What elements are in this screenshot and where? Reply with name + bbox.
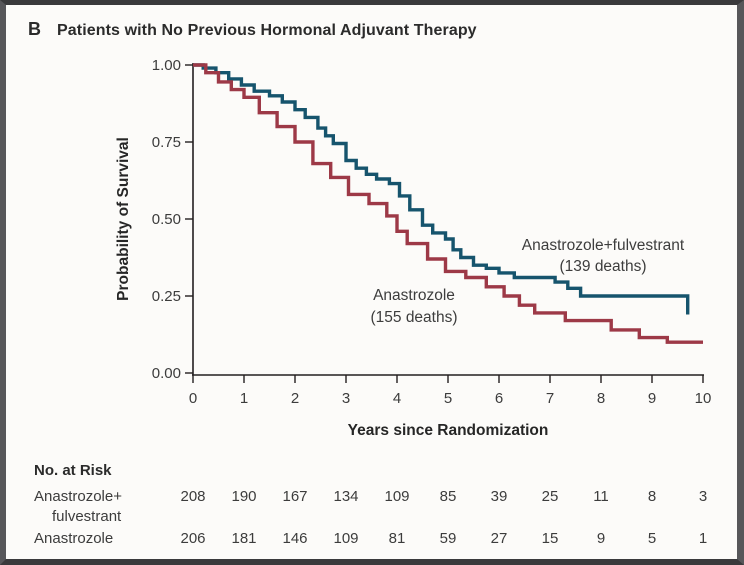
x-tick-label: 7 [546, 390, 554, 407]
x-tick-label: 9 [648, 390, 656, 407]
risk-value: 8 [648, 488, 656, 505]
x-tick-label: 2 [291, 390, 299, 407]
panel-header: B Patients with No Previous Hormonal Adj… [28, 19, 477, 40]
y-tick-label: 0.75 [152, 134, 181, 151]
curve-anastrozole [193, 63, 703, 344]
risk-table-values: 208 190 167 134 109 85 39 25 11 8 3 206 181 146 109 81 5… [180, 488, 707, 547]
risk-value: 11 [593, 488, 609, 505]
risk-value: 181 [231, 530, 256, 547]
annotation-anastrozole-line1: Anastrozole [373, 287, 455, 304]
curve-annotations: Anastrozole+fulvestrant (139 deaths) Anast… [370, 237, 684, 326]
risk-value: 85 [440, 488, 457, 505]
y-tick-label: 1.00 [152, 57, 181, 74]
y-axis-title: Probability of Survival [115, 137, 132, 301]
risk-value: 146 [282, 530, 307, 547]
risk-value: 3 [699, 488, 707, 505]
x-tick-label: 6 [495, 390, 503, 407]
risk-value: 190 [231, 488, 256, 505]
risk-value: 81 [389, 530, 406, 547]
x-tick-label: 8 [597, 390, 605, 407]
kaplan-meier-chart: 0 1 2 3 4 5 6 7 8 9 10 1.00 0.75 0.50 0.25 0.00 Anastro… [34, 57, 712, 547]
risk-value: 15 [542, 530, 559, 547]
x-axis-title: Years since Randomization [348, 422, 549, 439]
x-tick-label: 5 [444, 390, 452, 407]
risk-value: 25 [542, 488, 559, 505]
risk-value: 59 [440, 530, 457, 547]
panel-title: Patients with No Previous Hormonal Adjuv… [57, 22, 477, 39]
risk-value: 9 [597, 530, 605, 547]
y-tick-label: 0.50 [152, 211, 181, 228]
risk-value: 109 [384, 488, 409, 505]
risk-value: 208 [180, 488, 205, 505]
annotation-anastrozole-line2: (155 deaths) [370, 309, 457, 326]
risk-value: 109 [333, 530, 358, 547]
risk-value: 27 [491, 530, 508, 547]
panel-letter: B [28, 19, 41, 39]
annotation-anastrozole-fulvestrant-line1: Anastrozole+fulvestrant [522, 237, 685, 254]
risk-value: 39 [491, 488, 508, 505]
curve-anastrozole-fulvestrant [193, 63, 690, 315]
survival-curves [193, 63, 703, 344]
x-tick-label: 10 [695, 390, 712, 407]
x-tick-label: 0 [189, 390, 197, 407]
risk-table-heading: No. at Risk [34, 462, 112, 479]
x-tick-label: 4 [393, 390, 401, 407]
risk-value: 5 [648, 530, 656, 547]
risk-value: 134 [333, 488, 358, 505]
risk-row-label-combo-line1: Anastrozole+ [34, 488, 122, 505]
annotation-anastrozole-fulvestrant-line2: (139 deaths) [559, 258, 646, 275]
x-tick-label: 3 [342, 390, 350, 407]
risk-row-label-mono: Anastrozole [34, 530, 113, 547]
risk-value: 1 [699, 530, 707, 547]
risk-row-label-combo-line2: fulvestrant [52, 508, 122, 525]
x-tick-label: 1 [240, 390, 248, 407]
axis-ticks: 0 1 2 3 4 5 6 7 8 9 10 1.00 0.75 0.50 0.25 0.00 [152, 57, 712, 407]
y-tick-label: 0.25 [152, 288, 181, 305]
y-tick-label: 0.00 [152, 365, 181, 382]
risk-value: 167 [282, 488, 307, 505]
risk-value: 206 [180, 530, 205, 547]
